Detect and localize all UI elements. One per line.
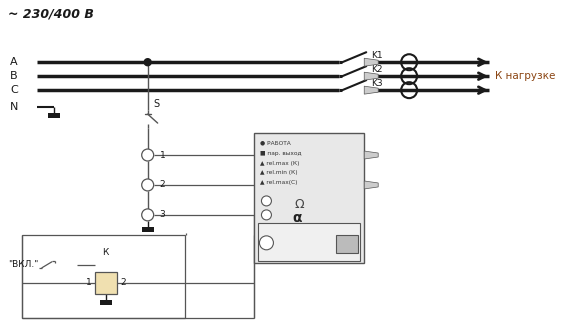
Circle shape [142,209,154,221]
Text: 220 В: 220 В [96,280,116,286]
Text: Ω: Ω [295,198,304,212]
Circle shape [142,179,154,191]
Polygon shape [364,72,378,80]
Text: ЕАС: ЕАС [342,241,353,246]
Polygon shape [364,151,378,159]
Text: "ВКЛ.": "ВКЛ." [9,260,39,269]
Polygon shape [364,181,378,189]
Text: 1: 1 [86,278,92,287]
Text: ● РАБОТА: ● РАБОТА [260,140,291,146]
Circle shape [144,59,151,66]
Text: ▲ rel.max(С): ▲ rel.max(С) [260,180,298,185]
Text: ▲ rel.max (К): ▲ rel.max (К) [260,160,300,166]
Text: С: С [10,85,18,95]
Text: K1: K1 [371,51,383,60]
Bar [336,235,358,253]
Bar [255,133,364,263]
Text: К: К [103,248,109,257]
Text: А: А [10,57,18,67]
Text: 2: 2 [120,278,126,287]
Text: X1: X1 [272,240,281,246]
Text: В: В [10,71,18,81]
Text: 2: 2 [160,180,165,190]
Text: сети: сети [303,248,316,253]
Text: α: α [292,211,302,225]
Circle shape [259,236,274,250]
Polygon shape [364,58,378,66]
Text: 3: 3 [160,210,166,219]
Text: К нагрузке: К нагрузке [495,71,556,81]
Text: напр.: напр. [301,242,317,247]
Circle shape [142,149,154,161]
Text: ■ пар. выход: ■ пар. выход [260,151,302,155]
Text: 1: 1 [160,151,166,159]
Circle shape [262,210,271,220]
Bar [48,113,60,118]
Text: K3: K3 [371,79,383,88]
Bar [142,227,154,232]
Text: K2: K2 [371,65,383,74]
Bar [259,223,360,261]
Bar [22,235,184,318]
Text: защита: защита [299,236,320,241]
Text: РКЗМ-230: РКЗМ-230 [293,228,325,233]
Bar [95,272,116,294]
Text: N: N [10,102,18,112]
Bar [100,300,112,305]
Circle shape [262,196,271,206]
Text: ~ 230/400 В: ~ 230/400 В [8,8,94,21]
Polygon shape [364,86,378,94]
Text: S: S [154,99,160,109]
Text: ▲ rel.min (К): ▲ rel.min (К) [260,171,298,175]
